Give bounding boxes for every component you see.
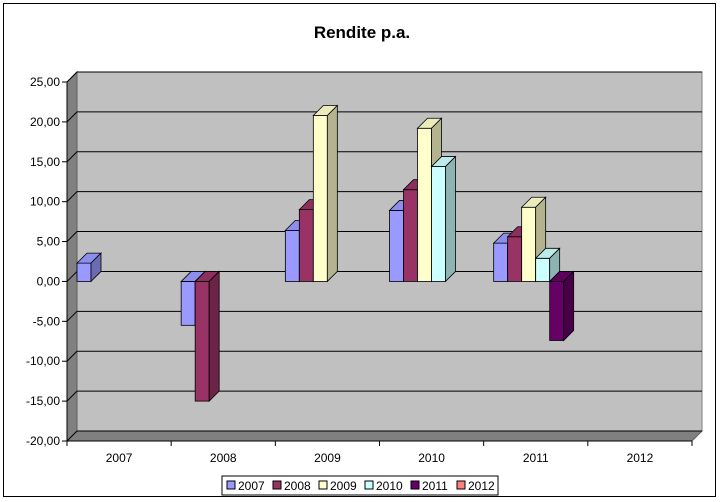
legend-item: 2007 (226, 479, 265, 493)
gridline (66, 151, 702, 163)
bar-side (326, 104, 338, 283)
x-tick-label: 2009 (314, 451, 341, 465)
legend-label: 2007 (238, 479, 265, 493)
legend-swatch (410, 480, 420, 490)
gridline (66, 430, 702, 442)
plot-side-wall (66, 70, 78, 443)
gridline (66, 71, 702, 83)
bar-front (312, 115, 328, 282)
legend-swatch (226, 480, 236, 490)
bar-front (389, 210, 404, 282)
bar-front (535, 257, 551, 282)
y-tick-label: 5,00 (37, 235, 61, 249)
bar-front (194, 281, 210, 402)
y-tick-label: 25,00 (30, 75, 60, 89)
x-tick-label: 2011 (523, 451, 549, 465)
y-tick-label: -10,00 (26, 354, 60, 368)
bar (548, 270, 575, 342)
x-tick-label: 2012 (627, 451, 654, 465)
x-tick-label: 2008 (210, 451, 237, 465)
bar-front (180, 281, 196, 326)
bar-side (208, 270, 220, 403)
bar-front (507, 236, 523, 282)
gridline (66, 111, 702, 123)
x-tick-label: 2010 (418, 451, 445, 465)
legend-item: 2011 (410, 479, 448, 493)
bar-front (76, 262, 92, 282)
y-tick-label: -20,00 (26, 434, 60, 448)
y-tick-label: -5,00 (33, 314, 61, 328)
bar-side (90, 252, 102, 283)
legend-label: 2008 (284, 479, 311, 493)
legend-item: 2008 (272, 479, 311, 493)
bar-side (445, 155, 456, 283)
gridline (66, 310, 702, 322)
bar-front (431, 166, 446, 282)
legend-swatch (364, 480, 374, 490)
bar (534, 247, 561, 283)
gridline (66, 350, 702, 362)
legend-box (221, 475, 499, 496)
legend: 2007 2008 2009 2010 2011 2012 (221, 475, 499, 496)
legend-item: 2012 (456, 479, 495, 493)
y-tick-label: 20,00 (30, 115, 60, 129)
bar-front (417, 127, 432, 282)
y-tick-label: 15,00 (30, 155, 60, 169)
legend-label: 2010 (376, 479, 403, 493)
y-tick-label: 10,00 (30, 195, 60, 209)
bar-front (549, 281, 565, 341)
x-tick-label: 2007 (106, 451, 133, 465)
bar-side (563, 270, 575, 342)
bar (312, 104, 339, 283)
bar-front (403, 189, 418, 282)
chart-title: Rendite p.a. (314, 23, 410, 42)
bar-front (298, 209, 314, 282)
plot-floor (65, 430, 704, 442)
gridline (66, 191, 702, 203)
legend-item: 2010 (364, 479, 403, 493)
y-tick-label: -15,00 (26, 394, 60, 408)
bar-front (284, 229, 300, 282)
bar (76, 252, 102, 283)
legend-swatch (272, 480, 282, 490)
legend-swatch (318, 480, 328, 490)
plot-area: 25,00 20,00 15,00 10,00 5,00 0,00 -5,00 -10,00 -… (26, 70, 704, 465)
gridline (66, 231, 702, 242)
legend-label: 2012 (468, 479, 495, 493)
gridline (66, 390, 702, 402)
y-tick-label: 0,00 (37, 274, 61, 288)
legend-swatch (456, 480, 466, 490)
bar-front (521, 206, 537, 282)
legend-item: 2009 (318, 479, 357, 493)
legend-label: 2009 (330, 479, 357, 493)
bar-front (493, 242, 509, 282)
bar (194, 270, 221, 403)
bar (430, 155, 457, 283)
legend-label: 2011 (422, 479, 448, 493)
